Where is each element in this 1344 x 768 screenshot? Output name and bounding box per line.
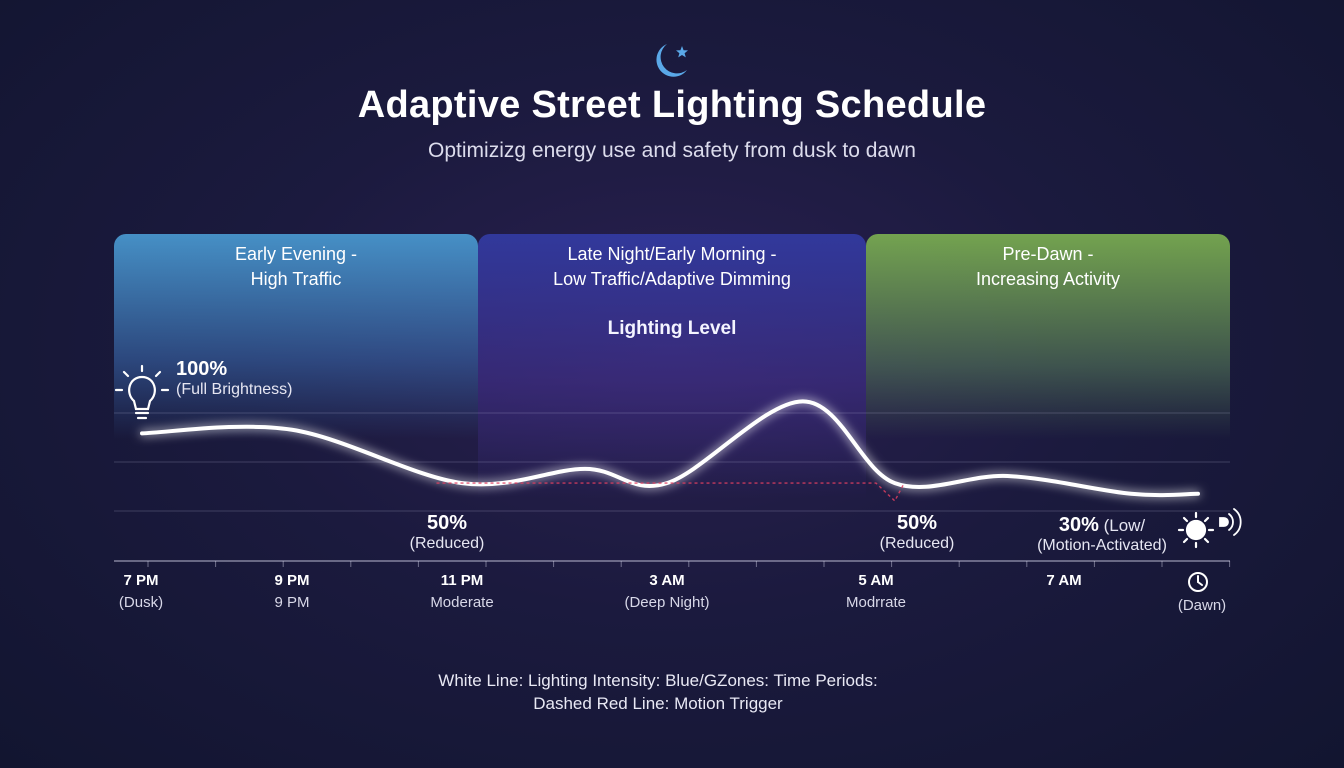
x-tick-label: 7 AM bbox=[1004, 572, 1124, 593]
x-tick-label-sub: 9 PM bbox=[274, 594, 310, 611]
zone-label-line-2: High Traffic bbox=[250, 269, 342, 289]
sun-icon bbox=[1177, 511, 1215, 549]
annotation-reduced-2: 50% (Reduced) bbox=[862, 512, 972, 553]
annotation-value-suffix: (Low/ bbox=[1098, 516, 1146, 535]
zone-label-line-1: Late Night/Early Morning - bbox=[567, 244, 777, 264]
motion-sensor-icon bbox=[1219, 508, 1242, 536]
series-lines bbox=[140, 399, 1200, 503]
legend-line-2: Dashed Red Line: Motion Trigger bbox=[533, 694, 783, 713]
zone-label-line-2: Low Traffic/Adaptive Dimming bbox=[553, 269, 791, 289]
zone-label-line-2: Increasing Activity bbox=[975, 269, 1121, 289]
x-tick-label: 9 PM 9 PM bbox=[232, 572, 352, 613]
x-tick-label-sub: (Dusk) bbox=[118, 594, 164, 611]
annotation-caption: (Motion-Activated) bbox=[1037, 537, 1167, 554]
x-tick-label: 5 AM Modrrate bbox=[816, 572, 936, 613]
legend: White Line: Lighting Intensity: Blue/GZo… bbox=[0, 669, 1316, 715]
x-tick-label: 11 PM Moderate bbox=[402, 572, 522, 613]
x-tick-label: 7 PM (Dusk) bbox=[81, 572, 201, 613]
x-tick-label-main: 11 PM bbox=[440, 572, 484, 589]
x-tick-label-main: 3 AM bbox=[649, 572, 685, 589]
annotation-reduced-1: 50% (Reduced) bbox=[392, 512, 502, 553]
annotation-value: 30% bbox=[1058, 514, 1099, 536]
zone-label-line-1: Early Evening - bbox=[234, 244, 358, 264]
lightbulb-icon bbox=[114, 364, 170, 420]
x-tick-label-sub: Modrrate bbox=[845, 594, 907, 611]
x-tick-label-main: 7 AM bbox=[1046, 572, 1082, 589]
grid-lines bbox=[114, 412, 1230, 562]
zone-label: Early Evening - High Traffic bbox=[114, 242, 478, 292]
x-tick-label-main: 5 AM bbox=[858, 572, 894, 589]
annotation-full-brightness: 100% (Full Brightness) bbox=[176, 358, 292, 399]
annotation-caption: (Full Brightness) bbox=[176, 381, 293, 398]
legend-line-1: White Line: Lighting Intensity: Blue/GZo… bbox=[438, 671, 878, 690]
page-subtitle: Optimizizg energy use and safety from du… bbox=[428, 139, 916, 162]
zone-label: Pre-Dawn - Increasing Activity bbox=[866, 242, 1230, 292]
zone-label: Late Night/Early Morning - Low Traffic/A… bbox=[478, 242, 866, 292]
annotation-caption: (Reduced) bbox=[409, 535, 485, 552]
zone-early-evening: Early Evening - High Traffic bbox=[114, 234, 478, 564]
x-tick-label-sub: (Dawn) bbox=[1177, 597, 1227, 614]
chart-title: Lighting Level bbox=[607, 318, 737, 339]
zone-label-line-1: Pre-Dawn - bbox=[1002, 244, 1094, 264]
annotation-value: 50% bbox=[896, 512, 938, 534]
axis-ticks bbox=[147, 561, 1231, 567]
annotation-value: 100% bbox=[176, 358, 228, 380]
zone-late-night: Late Night/Early Morning - Low Traffic/A… bbox=[478, 234, 866, 564]
annotation-value: 50% bbox=[426, 512, 468, 534]
x-tick-label: 3 AM (Deep Night) bbox=[607, 572, 727, 613]
x-tick-label-main: 7 PM bbox=[123, 572, 159, 589]
x-tick-label-main: 9 PM bbox=[274, 572, 310, 589]
x-tick-label: (Dawn) bbox=[1142, 593, 1262, 616]
x-tick-label-sub: Moderate bbox=[430, 594, 494, 611]
annotation-motion-activated: 30% (Low/ (Motion-Activated) bbox=[1024, 514, 1180, 555]
page-title: Adaptive Street Lighting Schedule bbox=[357, 84, 987, 126]
clock-icon bbox=[1188, 572, 1208, 592]
zone-pre-dawn: Pre-Dawn - Increasing Activity bbox=[866, 234, 1230, 564]
x-tick-label-sub: (Deep Night) bbox=[624, 594, 710, 611]
motion-trigger-line bbox=[436, 482, 905, 503]
annotation-caption: (Reduced) bbox=[879, 535, 955, 552]
lighting-intensity-line bbox=[140, 399, 1200, 498]
moon-star-icon bbox=[656, 44, 688, 77]
